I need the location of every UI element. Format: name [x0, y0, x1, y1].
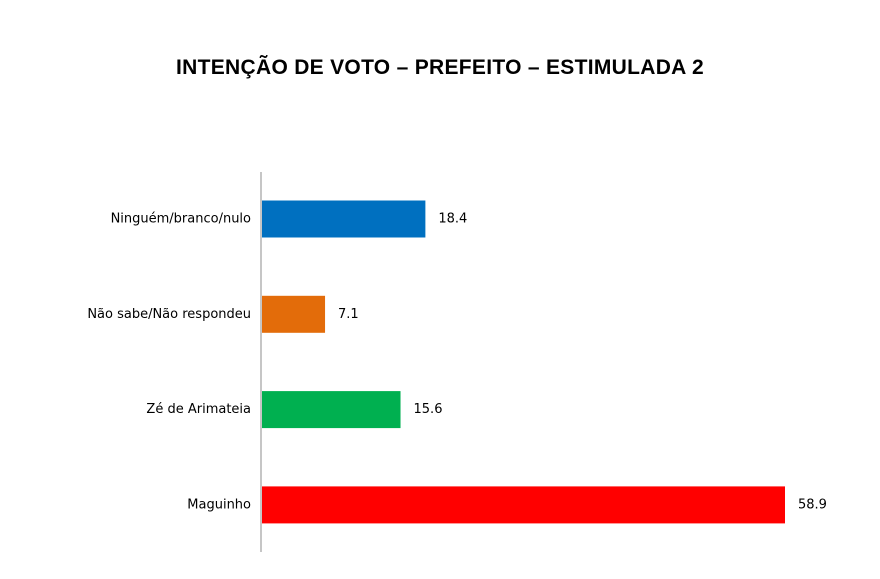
value-label-0: 18.4	[438, 212, 467, 227]
category-label-3: Maguinho	[187, 497, 251, 512]
bar-3	[262, 486, 785, 524]
category-label-0: Ninguém/branco/nulo	[111, 212, 251, 227]
bars-group	[262, 200, 785, 524]
value-label-3: 58.9	[798, 497, 827, 512]
category-label-1: Não sabe/Não respondeu	[87, 307, 251, 322]
bar-1	[262, 295, 326, 333]
value-label-1: 7.1	[338, 307, 359, 322]
bar-0	[262, 200, 426, 238]
value-labels-group: 18.4 7.1 15.6 58.9	[338, 212, 827, 513]
bar-2	[262, 391, 401, 429]
chart-title: INTENÇÃO DE VOTO – PREFEITO – ESTIMULADA…	[176, 56, 704, 79]
category-labels-group: Ninguém/branco/nulo Não sabe/Não responde…	[87, 212, 251, 513]
value-label-2: 15.6	[414, 402, 443, 417]
category-label-2: Zé de Arimateia	[146, 402, 251, 417]
